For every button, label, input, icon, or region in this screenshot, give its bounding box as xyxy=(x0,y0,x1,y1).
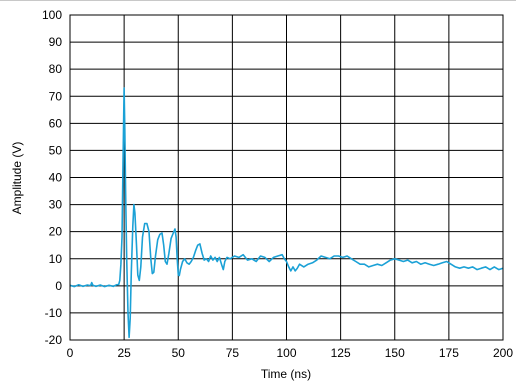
y-tick-label: -10 xyxy=(45,306,63,320)
y-tick-label: 50 xyxy=(49,143,63,157)
x-tick-label: 25 xyxy=(117,346,131,360)
top-rule xyxy=(0,0,516,1)
x-tick-label: 125 xyxy=(331,346,351,360)
y-tick-label: 70 xyxy=(49,89,63,103)
x-tick-labels: 0 25 50 75 100 125 150 175 200 xyxy=(67,346,514,360)
series-line xyxy=(69,87,504,339)
x-tick-label: 0 xyxy=(67,346,74,360)
y-tick-label: 80 xyxy=(49,62,63,76)
y-tick-label: 60 xyxy=(49,116,63,130)
y-tick-label: 40 xyxy=(49,171,63,185)
x-axis-label: Time (ns) xyxy=(261,367,311,381)
series-line-group xyxy=(69,87,504,339)
y-tick-label: 90 xyxy=(49,35,63,49)
y-axis-label: Amplitude (V) xyxy=(10,142,24,215)
x-tick-label: 175 xyxy=(439,346,459,360)
x-tick-label: 100 xyxy=(276,346,296,360)
y-tick-labels: -20 -10 0 10 20 30 40 50 60 70 80 90 100 xyxy=(42,8,62,347)
y-tick-label: -20 xyxy=(45,333,63,347)
y-tick-label: 0 xyxy=(55,279,62,293)
x-tick-label: 50 xyxy=(172,346,186,360)
y-tick-label: 100 xyxy=(42,8,62,22)
plot-frame xyxy=(69,14,504,341)
y-tick-label: 20 xyxy=(49,225,63,239)
y-tick-label: 30 xyxy=(49,198,63,212)
x-tick-label: 75 xyxy=(226,346,240,360)
grid xyxy=(69,14,504,341)
x-tick-label: 200 xyxy=(493,346,513,360)
y-tick-label: 10 xyxy=(49,252,63,266)
x-tick-label: 150 xyxy=(385,346,405,360)
